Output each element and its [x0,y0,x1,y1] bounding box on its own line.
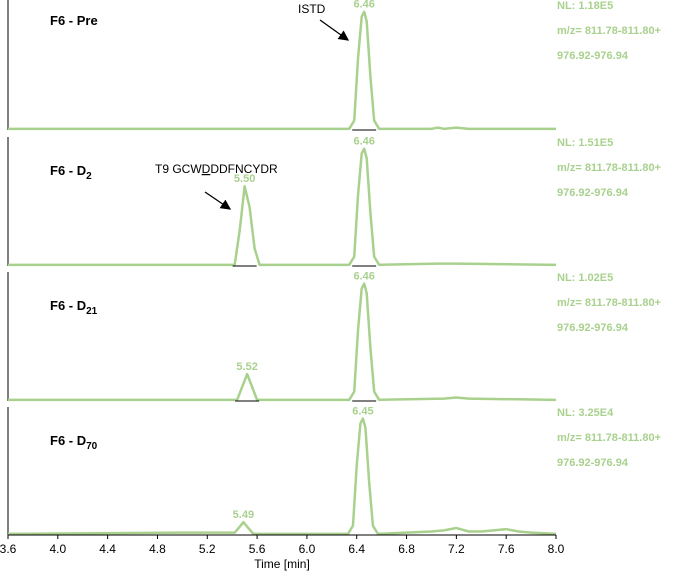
trace-info: m/z= 811.78-811.80+ [557,432,661,444]
peak-label: 6.46 [353,0,374,11]
trace-info: m/z= 811.78-811.80+ [557,25,661,37]
x-tick-label: 6.4 [348,542,365,556]
panel-title-sub: 2 [86,171,92,182]
annotation-rest: DDFNCYDR [210,162,278,176]
panel-title-text: F6 - D [50,433,86,448]
peak-label: 5.49 [233,509,254,521]
x-tick-label: 3.6 [0,542,17,556]
trace-info: 976.92-976.94 [557,457,629,469]
trace-info: 976.92-976.94 [557,50,629,62]
panel-title-text: F6 - D [50,298,86,313]
panel-title: F6 - D2 [50,163,92,181]
x-axis-label: Time [min] [254,557,310,571]
x-tick-label: 5.2 [199,542,216,556]
trace-line [8,147,557,267]
trace-line [8,282,557,402]
annotation: T9 GCWDDDFNCYDR [155,162,278,176]
panel-title: F6 - D70 [50,433,98,451]
panel-title: F6 - Pre [50,13,98,28]
trace-info: NL: 3.25E4 [557,407,614,419]
trace-info: NL: 1.51E5 [557,137,613,149]
peak-label: 5.52 [236,361,257,373]
trace-info: m/z= 811.78-811.80+ [557,297,661,309]
trace-info: m/z= 811.78-811.80+ [557,162,661,174]
x-tick-label: 4.8 [149,542,166,556]
peak-label: 5.50 [234,173,255,185]
trace-line [7,417,557,536]
peak-label: 6.45 [352,406,373,418]
x-tick-label: 6.0 [299,542,316,556]
annotation-arrow [204,191,232,210]
annotation-underlined: D [202,162,211,176]
panel-title-sub: 21 [86,306,98,317]
panel-title-text: F6 - Pre [50,13,98,28]
trace-info: 976.92-976.94 [557,187,629,199]
peak-label: 6.46 [353,271,374,283]
panel-title: F6 - D21 [50,298,98,316]
panel-title-text: F6 - D [50,163,86,178]
panel-title-sub: 70 [86,441,98,452]
x-tick-label: 6.8 [398,542,415,556]
trace-info: NL: 1.18E5 [557,0,613,12]
x-tick-label: 4.4 [99,542,116,556]
annotation: ISTD [298,2,326,16]
trace-line [8,10,556,131]
annotation-arrow [319,19,350,41]
trace-info: NL: 1.02E5 [557,272,613,284]
trace-info: 976.92-976.94 [557,322,629,334]
x-tick-label: 7.2 [448,542,465,556]
annotation-text: T9 GCW [155,162,202,176]
x-tick-label: 7.6 [498,542,515,556]
peak-label: 6.46 [353,136,374,148]
x-tick-label: 8.0 [548,542,565,556]
x-tick-label: 4.0 [49,542,66,556]
x-tick-label: 5.6 [249,542,266,556]
